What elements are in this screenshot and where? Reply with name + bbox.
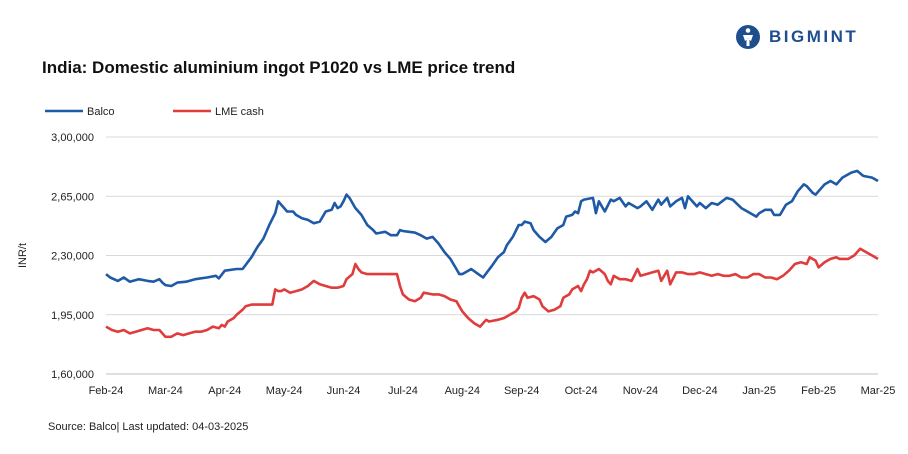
- x-tick-label: Mar-24: [148, 385, 183, 397]
- x-tick-label: Feb-25: [801, 385, 836, 397]
- bigmint-logo-text: BIGMINT: [769, 27, 859, 46]
- legend-label: LME cash: [215, 106, 264, 118]
- x-tick-label: Apr-24: [208, 385, 241, 397]
- series-line-lme-cash: [105, 247, 879, 339]
- chart-title: India: Domestic aluminium ingot P1020 vs…: [42, 58, 516, 77]
- x-tick-label: Jan-25: [742, 385, 776, 397]
- series-line-balco: [105, 169, 879, 288]
- x-tick-label: May-24: [266, 385, 303, 397]
- x-tick-label: Jun-24: [327, 385, 361, 397]
- x-tick-label: Oct-24: [565, 385, 598, 397]
- y-tick-label: 2,30,000: [51, 251, 94, 263]
- legend: Balco LME cash: [45, 106, 264, 118]
- x-tick-label: Jul-24: [388, 385, 418, 397]
- gridlines: [106, 136, 878, 316]
- y-tick-label: 1,60,000: [51, 369, 94, 381]
- bigmint-logo-icon: [736, 25, 760, 49]
- series-lines: [105, 169, 879, 339]
- x-axis-tick-labels: Feb-24 Mar-24 Apr-24 May-24 Jun-24 Jul-24 Aug-…: [89, 385, 896, 397]
- legend-label: Balco: [87, 106, 115, 118]
- x-tick-label: Mar-25: [861, 385, 896, 397]
- x-tick-label: Sep-24: [504, 385, 539, 397]
- y-tick-label: 2,65,000: [51, 191, 94, 203]
- x-tick-label: Dec-24: [682, 385, 717, 397]
- x-tick-label: Nov-24: [623, 385, 658, 397]
- x-tick-label: Feb-24: [89, 385, 124, 397]
- source-note: Source: Balco| Last updated: 04-03-2025: [48, 421, 249, 433]
- x-tick-label: Aug-24: [445, 385, 480, 397]
- y-axis-tick-labels: 1,60,000 1,95,000 2,30,000 2,65,000 3,00,000: [51, 132, 94, 381]
- y-tick-label: 3,00,000: [51, 132, 94, 144]
- bigmint-logo: BIGMINT: [735, 24, 858, 50]
- y-tick-label: 1,95,000: [51, 310, 94, 322]
- y-axis-label: INR/t: [17, 243, 29, 268]
